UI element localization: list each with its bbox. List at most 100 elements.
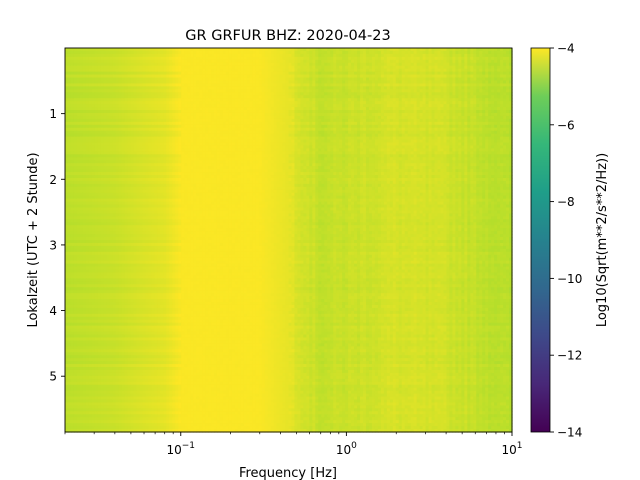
heatmap-cell	[431, 68, 436, 73]
heatmap-cell	[371, 86, 376, 90]
heatmap-cell	[246, 59, 251, 64]
heatmap-cell	[70, 62, 75, 67]
heatmap-cell	[157, 68, 161, 73]
heatmap-cell	[175, 74, 179, 79]
heatmap-cell	[458, 80, 462, 85]
heatmap-cell	[240, 86, 245, 90]
heatmap-cell	[166, 77, 170, 82]
heatmap-cell	[82, 59, 87, 64]
heatmap-cell	[327, 83, 331, 87]
heatmap-cell	[205, 86, 209, 90]
heatmap-cell	[145, 50, 150, 55]
heatmap-cell	[368, 71, 373, 76]
heatmap-cell	[428, 53, 433, 58]
heatmap-cell	[103, 53, 108, 58]
heatmap-cell	[73, 83, 78, 87]
heatmap-cell	[494, 56, 498, 61]
heatmap-cell	[389, 71, 394, 76]
heatmap-cell	[360, 80, 364, 85]
heatmap-cell	[380, 74, 385, 79]
heatmap-cell	[157, 56, 161, 61]
heatmap-cell	[503, 48, 507, 52]
heatmap-cell	[91, 89, 96, 93]
heatmap-cell	[157, 53, 161, 58]
heatmap-cell	[91, 68, 96, 73]
heatmap-cell	[425, 89, 430, 93]
heatmap-cell	[214, 89, 218, 93]
heatmap-cell	[127, 50, 132, 55]
heatmap-cell	[106, 56, 111, 61]
heatmap-cell	[255, 59, 260, 64]
heatmap-cell	[65, 68, 69, 73]
heatmap-cell	[488, 77, 492, 82]
heatmap-cell	[327, 53, 331, 58]
heatmap-cell	[300, 50, 304, 55]
heatmap-cell	[303, 48, 307, 52]
heatmap-cell	[333, 74, 337, 79]
heatmap-cell	[324, 77, 328, 82]
heatmap-cell	[321, 86, 325, 90]
heatmap-cell	[351, 86, 355, 90]
heatmap-cell	[461, 62, 465, 67]
heatmap-cell	[225, 74, 230, 79]
heatmap-cell	[345, 48, 349, 52]
heatmap-cell	[288, 80, 293, 85]
heatmap-cell	[357, 62, 361, 67]
heatmap-cell	[392, 65, 397, 70]
heatmap-cell	[416, 50, 421, 55]
heatmap-cell	[246, 89, 251, 93]
heatmap-cell	[97, 86, 102, 90]
heatmap-cell	[112, 80, 117, 85]
heatmap-cell	[240, 65, 245, 70]
heatmap-cell	[422, 50, 427, 55]
heatmap-cell	[509, 68, 513, 73]
heatmap-cell	[115, 80, 120, 85]
heatmap-cell	[479, 50, 483, 55]
heatmap-cell	[464, 77, 468, 82]
heatmap-cell	[509, 53, 513, 58]
heatmap-cell	[422, 59, 427, 64]
heatmap-cell	[258, 53, 263, 58]
heatmap-cell	[428, 71, 433, 76]
heatmap-cell	[333, 53, 337, 58]
heatmap-cell	[225, 83, 230, 87]
heatmap-cell	[243, 89, 248, 93]
heatmap-cell	[509, 56, 513, 61]
heatmap-cell	[365, 48, 370, 52]
heatmap-cell	[395, 50, 400, 55]
heatmap-cell	[214, 71, 218, 76]
heatmap-cell	[249, 74, 254, 79]
heatmap-cell	[339, 68, 343, 73]
heatmap-cell	[461, 89, 465, 93]
heatmap-cell	[133, 62, 138, 67]
heatmap-cell	[258, 86, 263, 90]
heatmap-cell	[163, 89, 167, 93]
heatmap-cell	[157, 50, 161, 55]
heatmap-cell	[377, 48, 382, 52]
heatmap-cell	[377, 74, 382, 79]
heatmap-cell	[392, 86, 397, 90]
heatmap-cell	[264, 68, 269, 73]
heatmap-cell	[184, 71, 188, 76]
heatmap-cell	[321, 48, 325, 52]
heatmap-cell	[121, 74, 126, 79]
heatmap-cell	[348, 71, 352, 76]
heatmap-cell	[148, 77, 153, 82]
heatmap-cell	[354, 86, 358, 90]
heatmap-cell	[124, 74, 129, 79]
heatmap-cell	[363, 53, 367, 58]
heatmap-cell	[148, 48, 153, 52]
heatmap-cell	[336, 86, 340, 90]
heatmap-cell	[181, 68, 185, 73]
heatmap-cell	[410, 48, 415, 52]
heatmap-cell	[371, 68, 376, 73]
heatmap-cell	[166, 48, 170, 52]
heatmap-cell	[261, 68, 266, 73]
heatmap-cell	[380, 68, 385, 73]
heatmap-cell	[422, 77, 427, 82]
heatmap-cell	[503, 89, 507, 93]
heatmap-cell	[124, 53, 129, 58]
heatmap-cell	[449, 48, 453, 52]
heatmap-cell	[85, 53, 90, 58]
heatmap-cell	[452, 59, 456, 64]
